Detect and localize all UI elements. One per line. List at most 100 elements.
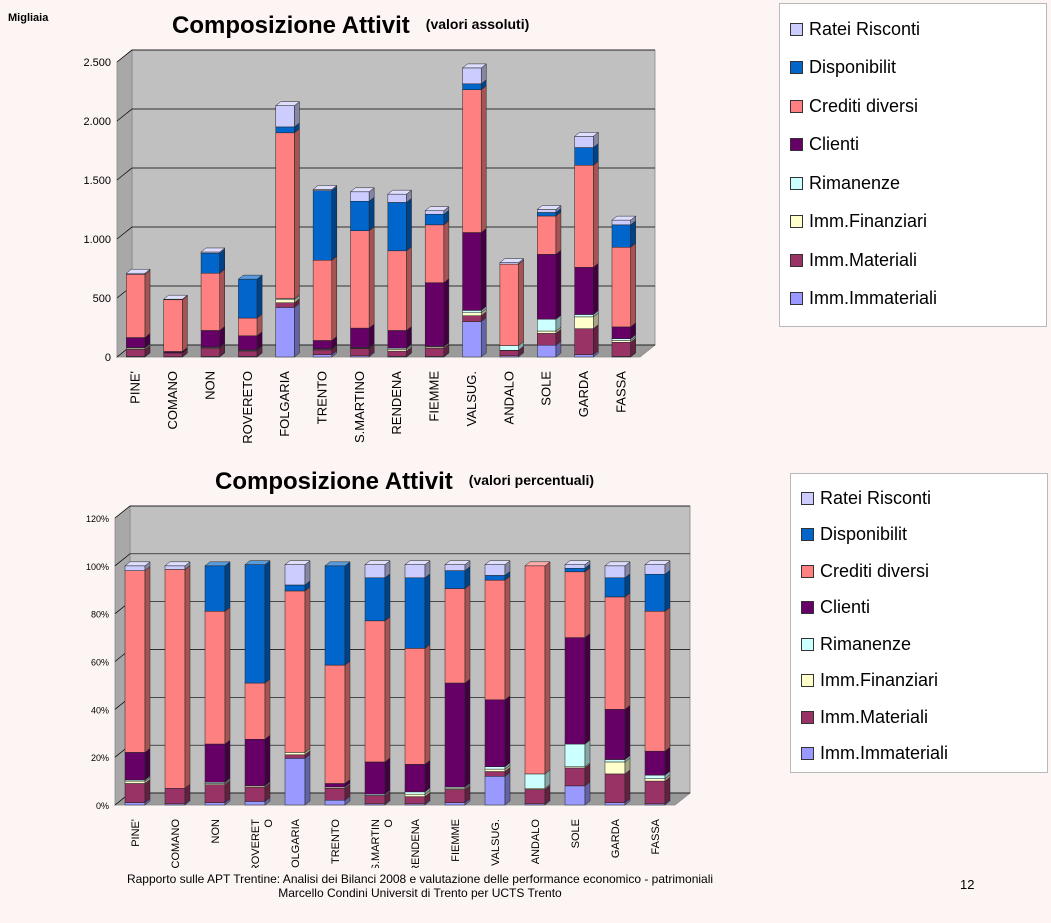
chart-2-y-tick-label: 40% [91,705,109,715]
chart-2-subtitle: (valori percentuali) [468,472,595,488]
chart-1-bar-top-comano [162,294,189,300]
chart-2-bar-crediti-diversi-trento [324,660,351,784]
chart-2-bar-crediti-diversi-sole [564,567,591,639]
chart-1-bar-top-non [200,247,226,253]
chart-1-category-label: RENDENA [389,371,404,435]
chart-2-legend-label: Imm.Immateriali [820,743,949,764]
chart-1-bar-clienti-sole [537,249,562,320]
chart-1-bar-crediti-diversi-rendena [387,246,412,331]
chart-1-bar-crediti-diversi-rovereto [238,313,263,337]
chart-2-legend-item-rimanenze: Rimanenze [801,626,1047,663]
chart-2-bar-clienti-valsug [484,695,511,768]
chart-2-bar-top-andalo [524,561,551,567]
chart-2-bar-disponibilit-roveret-o [244,560,271,684]
chart-2-bar-ratei-risconti-rendena [404,560,431,579]
chart-1-title: Composizione Attivit (valori assoluti) [172,12,529,40]
chart-1-bar-top-garda [573,132,600,137]
chart-2-bar-top-sole [564,560,591,565]
chart-2-legend-label: Rimanenze [820,633,912,654]
chart-1-bar-top-folgaria [275,101,301,106]
chart-1-bar-top-andalo [499,258,525,263]
chart-1-bar-disponibilit-rovereto [238,274,263,319]
chart-2-bar-top-folgaria [284,560,311,565]
chart-2-category-label: FASSA [650,818,662,854]
chart-1-y-tick-label: 2.000 [83,116,111,128]
chart-1-category-label: FOLGARIA [277,371,292,437]
chart-1-legend-item-rimanenze: Rimanenze [790,164,1046,203]
chart-2-bar-top-valsug [484,560,511,565]
chart-1-bar-disponibilit-garda [574,143,599,166]
chart-1-bar-crediti-diversi-garda [574,160,599,268]
chart-2-bar-crediti-diversi-fiemme [444,584,471,684]
chart-1-bar-top-trento [312,185,338,190]
legend-chart-1: Ratei Risconti Disponibilit Crediti divers… [779,3,1047,327]
chart-2-bar-ratei-risconti-fassa [644,560,671,575]
chart-2-bar-disponibilit-s-martin-o [364,573,391,622]
chart-2-y-tick-label: 0% [96,801,109,811]
chart-2-category-label: ROVERET [250,819,262,868]
chart-2-bar-top-s-martin-o [364,560,391,565]
chart-2-legend-swatch [801,601,814,615]
chart-1-bar-top-rendena [387,189,413,195]
chart-2-legend-item-imm-finanziari: Imm.Finanziari [801,663,1047,700]
chart-1-legend-label: Imm.Finanziari [809,211,928,232]
chart-1-title-text: Composizione Attivit [172,12,410,39]
chart-1-legend-item-imm-finanziari: Imm.Finanziari [790,203,1046,242]
chart-2-bar-top-comano [164,561,191,567]
chart-1-legend-item-imm-immateriali: Imm.Immateriali [790,280,1046,319]
chart-1-bar-disponibilit-fassa [611,220,636,248]
chart-2-bar-top-garda [604,561,631,567]
chart-2-y-tick-label: 120% [86,514,109,524]
chart-1-bar-crediti-diversi-fiemme [424,220,450,284]
chart-2-bar-crediti-diversi-valsug [484,575,511,701]
chart-2-legend-swatch [801,637,814,651]
chart-2-bar-imm-materiali-garda [604,769,631,804]
chart-2-gridline [114,505,690,519]
chart-1-bar-crediti-diversi-valsug [462,85,487,234]
chart-2-y-tick-label: 100% [86,562,109,572]
chart-1-category-label: ROVERETO [240,371,255,444]
chart-1-bar-crediti-diversi-comano [163,295,188,352]
chart-percent-values: 0% 20% 40% 60% 80% 100% 120% PINE' COMANO NON ROVE… [86,505,692,868]
chart-1-legend-label: Imm.Materiali [809,249,918,270]
chart-2-legend-swatch [801,747,814,761]
chart-1-y-tick-label: 1.500 [83,175,111,187]
chart-1-legend-item-imm-materiali: Imm.Materiali [790,241,1046,280]
chart-2-category-label: FIEMME [450,819,462,862]
chart-1-bar-disponibilit-rendena [387,197,412,252]
chart-1-category-label: S.MARTINO [352,371,367,443]
chart-2-bar-ratei-risconti-valsug [484,560,511,576]
chart-2-category-label: S.MARTIN [370,819,382,868]
chart-1-legend-swatch [790,176,803,190]
chart-2-bar-clienti-fiemme [444,678,471,788]
chart-1-legend-label: Clienti [809,134,860,155]
chart-2-category-label: ANDALO [530,819,542,865]
unit-label: Migliaia [8,12,49,24]
chart-1-bar-top-s-martino [349,187,375,193]
chart-2-bar-imm-materiali-andalo [524,784,551,805]
chart-1-legend-label: Imm.Immateriali [809,288,938,309]
chart-1-bar-top-fiemme [424,206,450,211]
chart-2-legend-item-crediti-diversi: Crediti diversi [801,553,1047,590]
chart-1-bar-crediti-diversi-s-martino [350,226,375,329]
chart-2-bar-imm-materiali-pine [124,778,151,804]
chart-2-gridline [114,553,690,567]
chart-1-bar-clienti-rovereto [238,331,263,351]
chart-2-legend-label: Ratei Risconti [820,487,932,508]
chart-2-bar-rimanenze-andalo [524,769,551,789]
chart-2-bar-clienti-rendena [404,759,431,793]
chart-1-bar-imm-immateriali-folgaria [275,302,300,358]
chart-2-bar-crediti-diversi-garda [604,592,631,710]
chart-2-bar-clienti-garda [604,704,631,761]
chart-1-legend-label: Crediti diversi [809,95,919,116]
chart-1-category-label: NON [202,371,217,400]
chart-1-bar-imm-immateriali-valsug [462,317,487,358]
chart-2-legend-swatch [801,710,814,724]
chart-2-bar-top-trento [324,561,351,567]
chart-2-category-label: O [383,819,395,828]
chart-2-bar-top-pine [124,561,151,567]
chart-1-bar-clienti-garda [574,262,599,316]
chart-2-legend-swatch [801,491,814,505]
chart-1-category-label: GARDA [576,371,591,418]
